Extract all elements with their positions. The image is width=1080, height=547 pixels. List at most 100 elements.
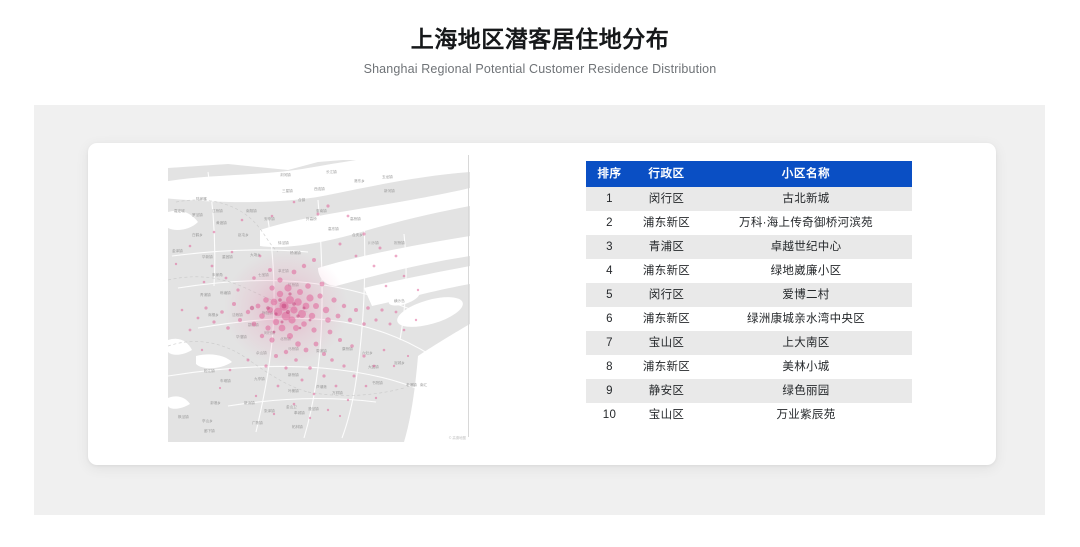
map-lake-3: [168, 396, 190, 409]
svg-text:康桥镇: 康桥镇: [342, 346, 353, 351]
svg-text:商榻乡: 商榻乡: [208, 312, 219, 317]
cell-district: 宝山区: [633, 331, 700, 355]
map-island-1: [397, 297, 463, 327]
map-lake-2: [196, 354, 232, 369]
map-island-2: [388, 290, 420, 306]
svg-text:张泽镇: 张泽镇: [264, 408, 275, 413]
svg-text:江桥镇: 江桥镇: [212, 208, 223, 213]
svg-text:泖港乡: 泖港乡: [210, 400, 221, 405]
cell-rank: 3: [586, 235, 633, 259]
svg-text:惠南镇: 惠南镇: [316, 208, 327, 213]
cell-rank: 5: [586, 283, 633, 307]
svg-text:奉城镇: 奉城镇: [294, 410, 305, 415]
cell-rank: 1: [586, 187, 633, 211]
table-row[interactable]: 6 浦东新区 绿洲康城亲水湾中央区: [586, 307, 912, 331]
svg-text:广陈镇: 广陈镇: [252, 420, 263, 425]
svg-text:六灶乡: 六灶乡: [362, 350, 373, 355]
cell-name: 古北新城: [700, 187, 912, 211]
svg-text:川沙镇: 川沙镇: [368, 240, 379, 245]
map-attribution: © 高德地图: [448, 436, 466, 440]
svg-text:新桥镇: 新桥镇: [288, 372, 299, 377]
content-card: 浏河镇 长江镇 港东乡 玉龙镇 西连镇 新河镇 三星镇 合镇 惠南镇 外高桥 高东镇 合庆乡…: [88, 143, 996, 465]
svg-text:合庆乡: 合庆乡: [352, 232, 363, 237]
cell-rank: 10: [586, 403, 633, 427]
svg-text:安亭镇: 安亭镇: [264, 216, 275, 221]
map-water-channel: [318, 236, 470, 286]
cell-name: 绿色丽园: [700, 379, 912, 403]
map-lake-dianshan: [168, 338, 192, 355]
svg-text:西连镇: 西连镇: [314, 186, 325, 191]
svg-text:合镇: 合镇: [298, 197, 306, 202]
svg-text:新浜镇: 新浜镇: [244, 400, 255, 405]
panel-divider: [468, 155, 469, 437]
table-row[interactable]: 4 浦东新区 绿地崴廉小区: [586, 259, 912, 283]
cell-rank: 7: [586, 331, 633, 355]
cell-district: 浦东新区: [633, 211, 700, 235]
svg-text:重固镇: 重固镇: [222, 254, 233, 259]
svg-text:芦潮港: 芦潮港: [316, 384, 327, 389]
residence-points-dense: [249, 292, 312, 334]
svg-text:枫泾镇: 枫泾镇: [178, 414, 189, 419]
cell-district: 宝山区: [633, 403, 700, 427]
table-row[interactable]: 5 闵行区 爱博二村: [586, 283, 912, 307]
svg-text:罗泾镇: 罗泾镇: [192, 212, 203, 217]
table-row[interactable]: 3 青浦区 卓越世纪中心: [586, 235, 912, 259]
svg-text:玉龙镇: 玉龙镇: [382, 174, 393, 179]
map-panel: 浏河镇 长江镇 港东乡 玉龙镇 西连镇 新河镇 三星镇 合镇 惠南镇 外高桥 高东镇 合庆乡…: [88, 143, 470, 465]
shanghai-scatter-map[interactable]: 浏河镇 长江镇 港东乡 玉龙镇 西连镇 新河镇 三星镇 合镇 惠南镇 外高桥 高东镇 合庆乡…: [168, 160, 470, 442]
table-head: 排序 行政区 小区名称: [586, 161, 912, 187]
table-row[interactable]: 9 静安区 绿色丽园: [586, 379, 912, 403]
column-header-rank[interactable]: 排序: [586, 161, 633, 187]
svg-text:九亭镇: 九亭镇: [254, 376, 265, 381]
table-row[interactable]: 10 宝山区 万业紫辰苑: [586, 403, 912, 427]
svg-text:南汇: 南汇: [420, 382, 428, 387]
table-body: 1 闵行区 古北新城 2 浦东新区 万科·海上传奇御桥河滨苑 3 青浦区 卓越世…: [586, 187, 912, 427]
svg-text:高东镇: 高东镇: [328, 226, 339, 231]
svg-text:南翔镇: 南翔镇: [246, 208, 257, 213]
cell-name: 上大南区: [700, 331, 912, 355]
svg-text:朱家角: 朱家角: [212, 272, 223, 277]
map-water-yangtze-mid: [260, 188, 470, 248]
cell-rank: 6: [586, 307, 633, 331]
cell-district: 闵行区: [633, 283, 700, 307]
svg-text:徐泾镇: 徐泾镇: [278, 240, 289, 245]
cell-district: 浦东新区: [633, 307, 700, 331]
cell-name: 美林小城: [700, 355, 912, 379]
svg-text:柘林镇: 柘林镇: [292, 424, 303, 429]
cell-district: 青浦区: [633, 235, 700, 259]
table-row[interactable]: 2 浦东新区 万科·海上传奇御桥河滨苑: [586, 211, 912, 235]
svg-text:长江镇: 长江镇: [326, 169, 337, 174]
page-header: 上海地区潜客居住地分布 Shanghai Regional Potential …: [0, 0, 1080, 105]
svg-text:浏河镇: 浏河镇: [280, 172, 291, 177]
table-row[interactable]: 1 闵行区 古北新城: [586, 187, 912, 211]
svg-text:金泽镇: 金泽镇: [172, 248, 183, 253]
column-header-name[interactable]: 小区名称: [700, 161, 912, 187]
table-row[interactable]: 7 宝山区 上大南区: [586, 331, 912, 355]
map-water-yangtze-north: [168, 160, 470, 203]
svg-text:老港镇: 老港镇: [406, 382, 417, 387]
svg-text:新河镇: 新河镇: [384, 188, 395, 193]
svg-text:叶榭镇: 叶榭镇: [288, 388, 299, 393]
svg-text:白鹤乡: 白鹤乡: [192, 232, 203, 237]
cell-name: 万业紫辰苑: [700, 403, 912, 427]
svg-text:黄渡镇: 黄渡镇: [216, 220, 227, 225]
svg-text:金山卫: 金山卫: [286, 404, 297, 409]
svg-text:陆家嘴: 陆家嘴: [196, 196, 207, 201]
page-subtitle: Shanghai Regional Potential Customer Res…: [363, 62, 717, 76]
cell-district: 浦东新区: [633, 355, 700, 379]
map-water-channel-2: [364, 266, 470, 306]
cell-name: 万科·海上传奇御桥河滨苑: [700, 211, 912, 235]
rank-table: 排序 行政区 小区名称 1 闵行区 古北新城 2 浦东新区 万科·海上传奇御桥河…: [586, 161, 912, 427]
svg-text:廊下镇: 廊下镇: [204, 428, 215, 433]
svg-text:亭山乡: 亭山乡: [202, 418, 213, 423]
table-row[interactable]: 8 浦东新区 美林小城: [586, 355, 912, 379]
svg-text:车墩镇: 车墩镇: [220, 378, 231, 383]
cell-district: 静安区: [633, 379, 700, 403]
svg-text:泥城乡: 泥城乡: [394, 360, 405, 365]
cell-district: 闵行区: [633, 187, 700, 211]
svg-text:书院镇: 书院镇: [372, 380, 383, 385]
cell-rank: 2: [586, 211, 633, 235]
svg-text:赵屯乡: 赵屯乡: [238, 232, 249, 237]
column-header-district[interactable]: 行政区: [633, 161, 700, 187]
page-title: 上海地区潜客居住地分布: [410, 26, 670, 52]
